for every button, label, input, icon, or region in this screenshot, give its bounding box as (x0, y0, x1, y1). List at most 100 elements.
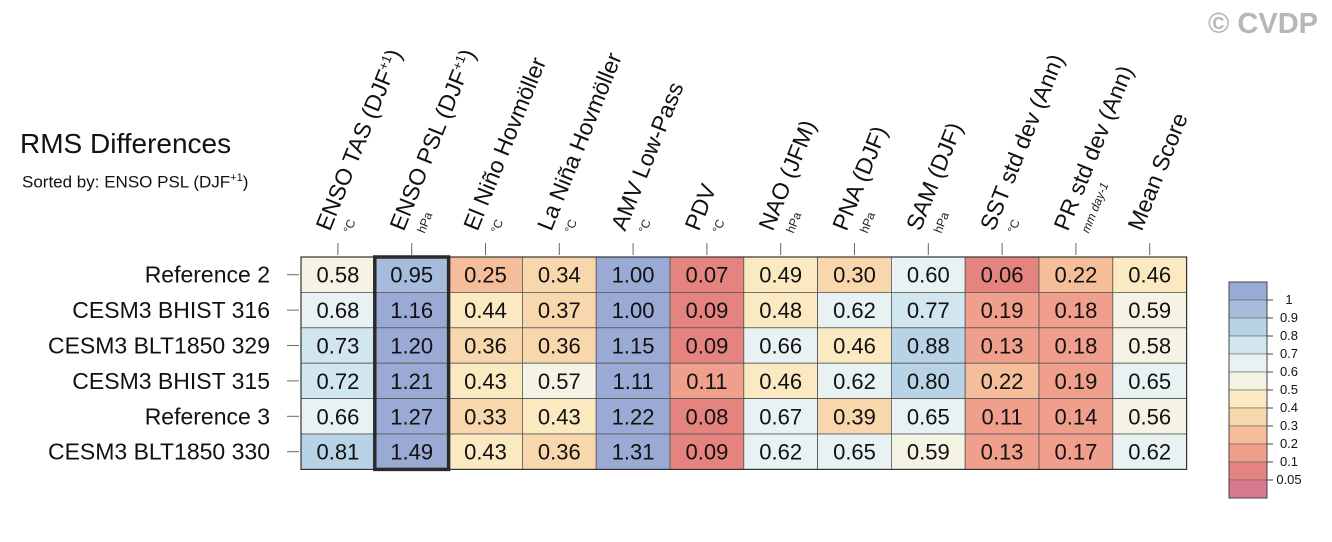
cell-value-label: 0.18 (1054, 334, 1097, 359)
colorbar-tick-label: 1 (1285, 292, 1292, 307)
cell-value-label: 0.19 (981, 298, 1024, 323)
colorbar-tick-label: 0.6 (1280, 364, 1298, 379)
column-label: Mean Score (1122, 109, 1193, 234)
cell-value-label: 0.36 (538, 334, 581, 359)
cell-value-label: 0.62 (759, 440, 802, 465)
cell-value-label: 0.62 (833, 369, 876, 394)
colorbar-tick-label: 0.5 (1280, 382, 1298, 397)
cell-value-label: 1.27 (390, 404, 433, 429)
heatmap-cell (374, 398, 449, 435)
heatmap-cell (743, 433, 818, 470)
colorbar-segment (1228, 425, 1268, 445)
colorbar-segment (1228, 299, 1268, 319)
heatmap-cell (300, 327, 376, 364)
cell-value-label: 1.11 (613, 369, 654, 394)
heatmap-cell (448, 433, 523, 470)
heatmap-border (300, 256, 1188, 470)
cell-value-label: 0.57 (538, 369, 581, 394)
cell-value-label: 0.22 (981, 369, 1024, 394)
heatmap-cell (595, 398, 671, 435)
cell-value-label: 0.66 (759, 334, 802, 359)
cell-value-label: 0.19 (1054, 369, 1097, 394)
column-unit-label: °C (709, 217, 727, 235)
cell-value-label: 0.17 (1054, 440, 1097, 465)
cell-value-label: 0.11 (982, 404, 1023, 429)
column-unit-label: °C (340, 217, 358, 235)
cell-value-label: 0.14 (1054, 404, 1097, 429)
cell-value-label: 1.16 (390, 298, 433, 323)
cell-value-label: 0.73 (316, 334, 359, 359)
heatmap-cell (1038, 291, 1114, 329)
cell-value-label: 0.11 (686, 369, 727, 394)
cell-value-label: 1.49 (390, 440, 433, 465)
heatmap-cell (595, 291, 671, 329)
heatmap-cell (448, 327, 523, 364)
column-label: NAO (JFM) (753, 116, 821, 234)
colorbar-tick-label: 0.05 (1276, 472, 1301, 487)
heatmap-cell (891, 398, 966, 435)
colorbar-segment (1228, 335, 1268, 355)
colorbar-segment (1228, 353, 1268, 373)
cell-value-label: 0.66 (316, 404, 359, 429)
column-label-group: PNA (DJF)hPa (827, 122, 892, 235)
heatmap-cell (522, 291, 597, 329)
colorbar-segment (1228, 281, 1268, 301)
row-label: Reference 3 (145, 403, 270, 429)
colorbar-segment (1228, 317, 1268, 337)
colorbar-tick-label: 0.7 (1280, 346, 1298, 361)
heatmap-cell (1112, 291, 1188, 329)
cell-value-label: 0.80 (907, 369, 950, 394)
cell-value-label: 0.08 (685, 404, 728, 429)
heatmap-cell (891, 433, 966, 470)
cell-value-label: 0.59 (907, 440, 950, 465)
cell-value-label: 0.30 (833, 263, 876, 288)
heatmap-cell (595, 327, 671, 364)
cell-value-label: 0.49 (759, 263, 802, 288)
heatmap-cell (964, 256, 1040, 293)
cell-value-label: 0.39 (833, 404, 876, 429)
heatmap-cell (669, 398, 745, 435)
cell-value-label: 0.46 (759, 369, 802, 394)
cell-value-label: 1.20 (390, 334, 433, 359)
cell-value-label: 0.09 (685, 440, 728, 465)
column-unit-label: hPa (783, 210, 804, 235)
column-label-group: PDV°C (679, 180, 727, 235)
chart-title: RMS Differences (20, 128, 232, 159)
cell-value-label: 0.22 (1054, 263, 1097, 288)
cell-value-label: 0.46 (833, 334, 876, 359)
sorted-column-highlight (373, 255, 451, 472)
heatmap-cell (1112, 256, 1188, 293)
cell-value-label: 1.00 (612, 298, 655, 323)
cell-value-label: 0.06 (981, 263, 1024, 288)
cell-value-label: 0.48 (759, 298, 802, 323)
colorbar-tick-label: 0.4 (1280, 400, 1298, 415)
row-label: CESM3 BLT1850 330 (48, 439, 270, 465)
heatmap-cell (743, 327, 818, 364)
cell-value-label: 0.36 (464, 334, 507, 359)
heatmap-cell (1038, 327, 1114, 364)
column-unit-label: hPa (414, 210, 435, 235)
column-unit-label: hPa (857, 210, 878, 235)
cell-value-label: 0.68 (316, 298, 359, 323)
cell-value-label: 0.43 (538, 404, 581, 429)
cell-value-label: 0.67 (759, 404, 802, 429)
heatmap-cell (817, 398, 892, 435)
cell-value-label: 0.60 (907, 263, 950, 288)
colorbar-tick-label: 0.3 (1280, 418, 1298, 433)
column-label-group: NAO (JFM)hPa (753, 116, 821, 235)
cell-value-label: 0.58 (1128, 334, 1171, 359)
cell-value-label: 0.65 (1128, 369, 1171, 394)
column-label: PNA (DJF) (827, 122, 892, 234)
cell-value-label: 1.31 (612, 440, 655, 465)
colorbar-segment (1228, 371, 1268, 391)
column-unit-label: °C (488, 217, 506, 235)
colorbar-tick-label: 0.2 (1280, 436, 1298, 451)
column-unit-label: °C (636, 217, 654, 235)
cell-value-label: 0.13 (981, 334, 1024, 359)
cell-value-label: 0.37 (538, 298, 581, 323)
heatmap-cell (964, 291, 1040, 329)
cell-value-label: 0.58 (316, 263, 359, 288)
cell-value-label: 0.77 (907, 298, 950, 323)
cell-value-label: 0.65 (907, 404, 950, 429)
colorbar-tick-label: 0.8 (1280, 328, 1298, 343)
